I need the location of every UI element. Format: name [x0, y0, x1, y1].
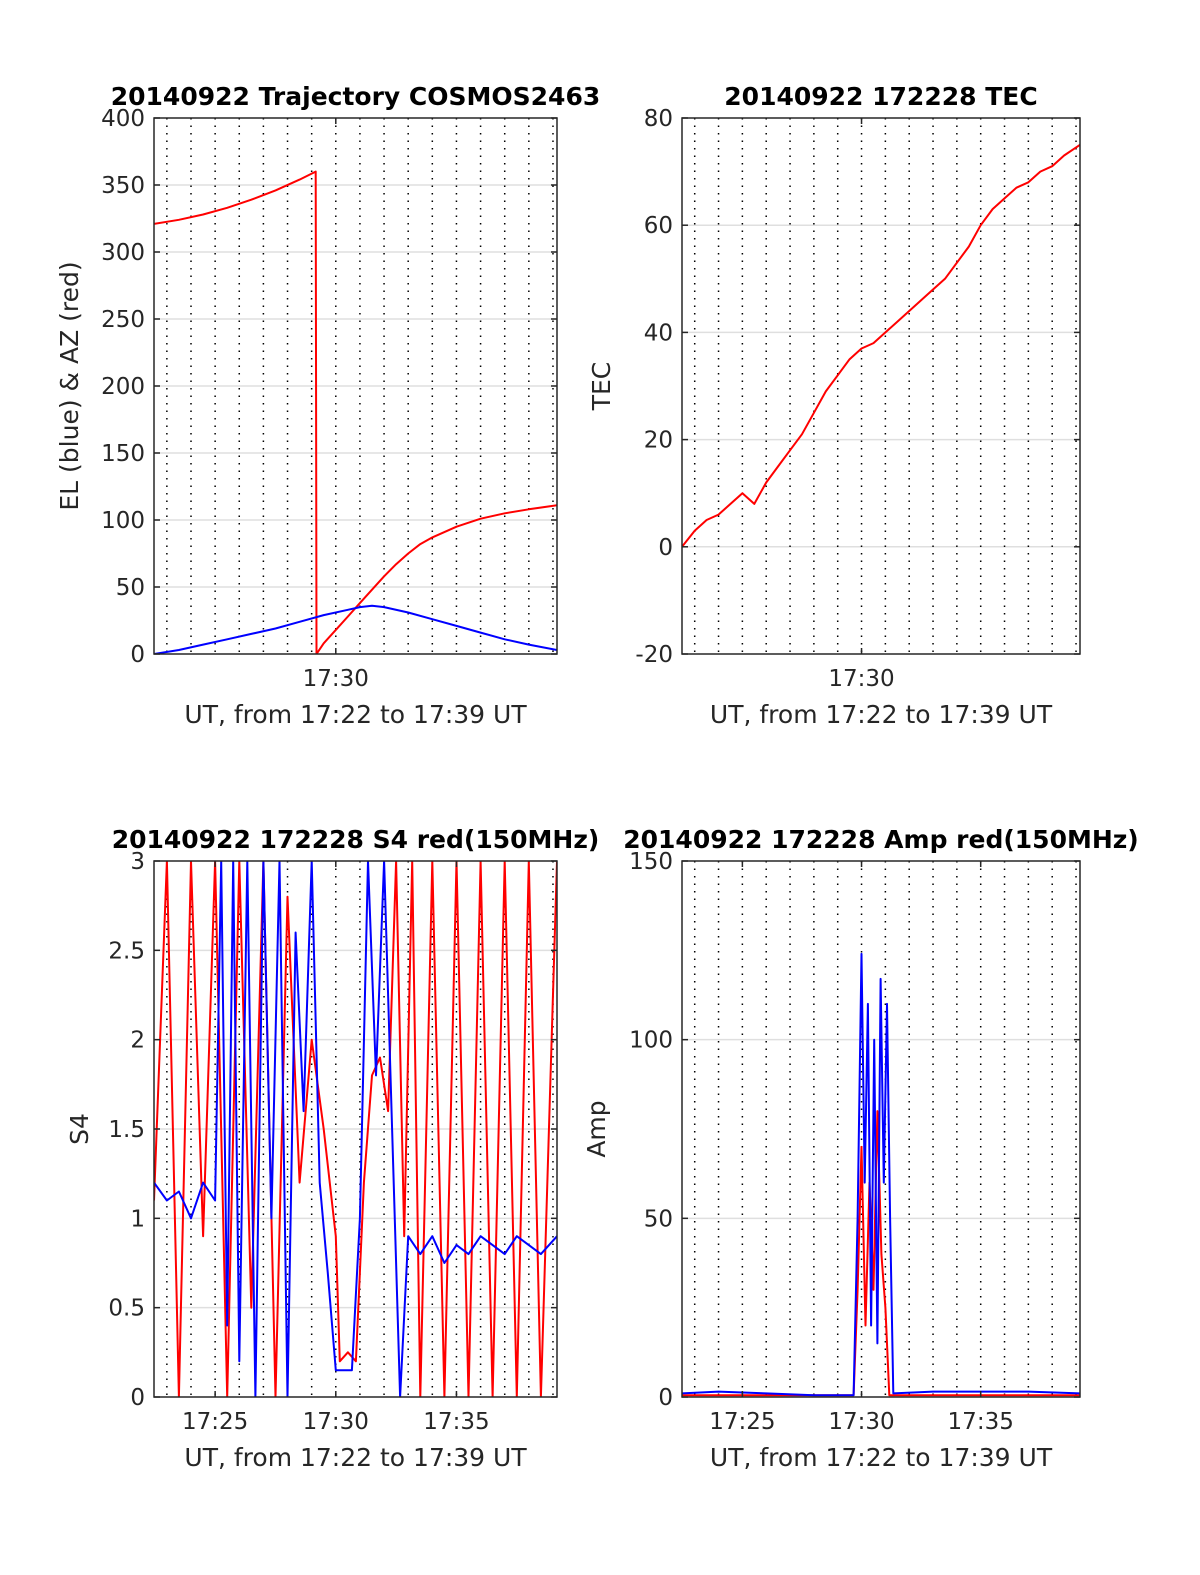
y-tick-label: 200 — [101, 374, 145, 400]
y-tick-label: 0 — [658, 535, 673, 561]
y-tick-label: 0 — [130, 1385, 145, 1411]
y-tick-label: 2 — [130, 1028, 145, 1054]
y-tick-label: 100 — [101, 508, 145, 534]
y-tick-label: 1.5 — [108, 1117, 145, 1143]
y-axis-label: Amp — [582, 1100, 611, 1157]
chart-panel-1: 0 50 100 150 200 250 300 350 400 17:30 20140922 Tr… — [55, 82, 600, 729]
y-tick-label: -20 — [635, 642, 673, 668]
axes-box — [681, 117, 1081, 655]
series-line-2 — [682, 952, 1080, 1397]
x-tick-label: 17:25 — [709, 1409, 775, 1435]
x-tick-label: 17:30 — [828, 1409, 894, 1435]
y-tick-label: 0 — [130, 642, 145, 668]
y-tick-label: 300 — [101, 240, 145, 266]
x-axis-label: UT, from 17:22 to 17:39 UT — [710, 700, 1053, 729]
y-tick-label: 0 — [658, 1385, 673, 1411]
x-tick-label: 17:35 — [948, 1409, 1014, 1435]
y-tick-label: 50 — [644, 1206, 673, 1232]
series-line-2 — [154, 861, 557, 1397]
y-tick-label: 2.5 — [108, 938, 145, 964]
chart-title: 20140922 172228 S4 red(150MHz) — [112, 825, 600, 854]
y-tick-label: 150 — [101, 441, 145, 467]
series-line-2 — [154, 604, 557, 654]
x-axis-label: UT, from 17:22 to 17:39 UT — [184, 700, 527, 729]
chart-panel-3: 0 0.5 1 1.5 2 2.5 3 17:25 17:30 17:35 20140922 172… — [65, 825, 599, 1472]
x-tick-label: 17:25 — [182, 1409, 248, 1435]
chart-panel-4: 0 50 100 150 17:25 17:30 17:35 20140922 172228 … — [582, 825, 1139, 1472]
y-axis-label: S4 — [65, 1113, 94, 1145]
y-tick-label: 400 — [101, 106, 145, 132]
y-tick-label: 150 — [629, 849, 673, 875]
plot-area — [682, 118, 1080, 654]
y-axis-label: EL (blue) & AZ (red) — [55, 261, 84, 510]
chart-title: 20140922 Trajectory COSMOS2463 — [111, 82, 601, 111]
chart-title: 20140922 172228 TEC — [724, 82, 1037, 111]
y-tick-label: 250 — [101, 307, 145, 333]
chart-title: 20140922 172228 Amp red(150MHz) — [623, 825, 1139, 854]
y-tick-label: 0.5 — [108, 1296, 145, 1322]
x-axis-label: UT, from 17:22 to 17:39 UT — [710, 1443, 1053, 1472]
x-tick-label: 17:30 — [828, 666, 894, 692]
y-tick-label: 20 — [644, 428, 673, 454]
y-tick-label: 1 — [130, 1206, 145, 1232]
y-tick-label: 50 — [116, 575, 145, 601]
y-tick-label: 40 — [644, 320, 673, 346]
plot-area — [682, 861, 1080, 1397]
axes-box — [681, 860, 1081, 1398]
y-tick-label: 60 — [644, 213, 673, 239]
series-line-1 — [682, 143, 1080, 548]
x-axis-label: UT, from 17:22 to 17:39 UT — [184, 1443, 527, 1472]
x-tick-label: 17:30 — [303, 1409, 369, 1435]
chart-panel-2: -20 0 20 40 60 80 17:30 20140922 172228 TEC UT, … — [587, 82, 1081, 729]
x-tick-label: 17:35 — [423, 1409, 489, 1435]
y-tick-label: 80 — [644, 106, 673, 132]
y-axis-label: TEC — [587, 362, 616, 412]
y-tick-label: 3 — [130, 849, 145, 875]
y-tick-label: 100 — [629, 1028, 673, 1054]
y-tick-label: 350 — [101, 173, 145, 199]
series-line-1 — [154, 861, 557, 1397]
x-tick-label: 17:30 — [303, 666, 369, 692]
series-line-1 — [154, 170, 557, 654]
